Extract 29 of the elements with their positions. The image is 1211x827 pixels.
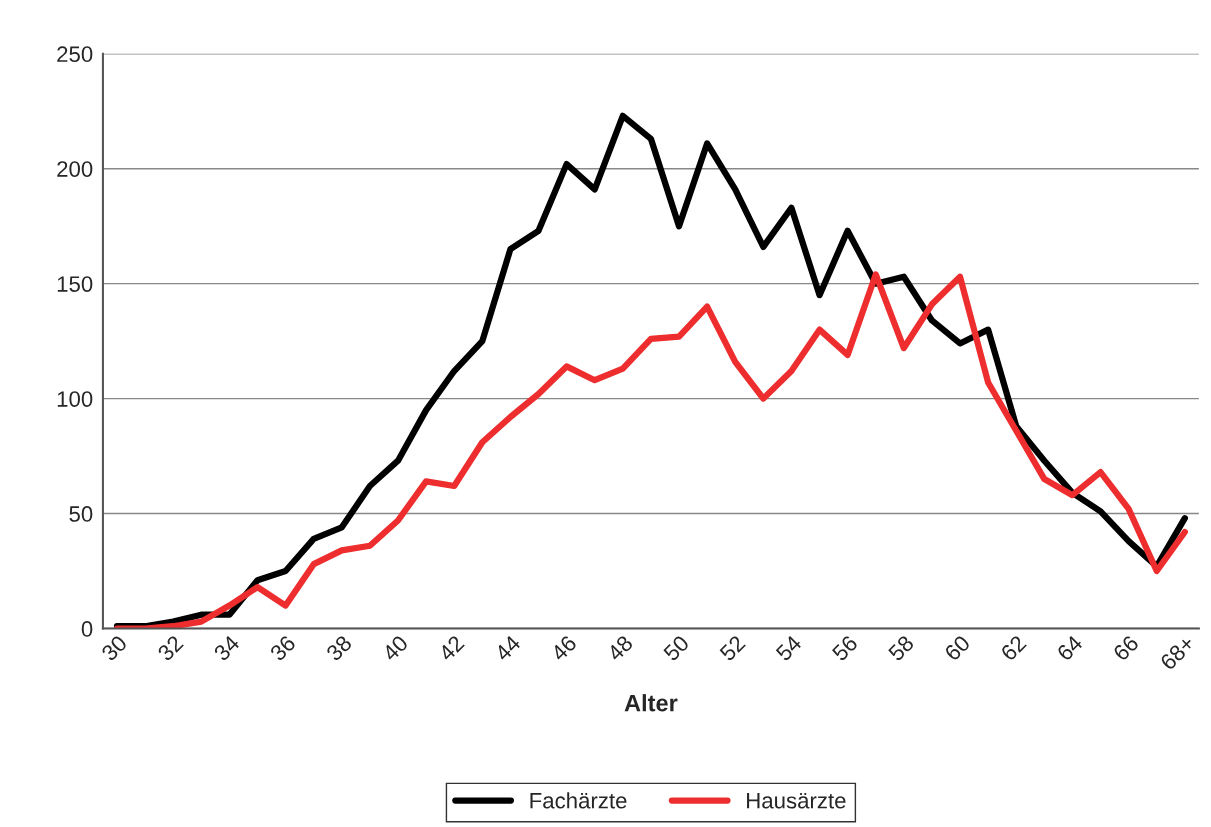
x-tick-label: 52	[718, 634, 746, 662]
x-tick-label: 60	[943, 634, 971, 662]
y-tick-label: 100	[57, 391, 93, 407]
x-tick-label: 64	[1056, 634, 1084, 662]
x-tick-label: 36	[269, 634, 297, 662]
x-tick-label: 40	[381, 634, 409, 663]
x-tick-label: 30	[100, 634, 128, 662]
legend-label: Fachärzte	[530, 792, 627, 809]
x-tick-label: 62	[999, 634, 1027, 662]
x-tick-label: 58	[887, 634, 915, 662]
x-tick-label: 66	[1112, 634, 1140, 662]
x-tick-label: 54	[775, 634, 803, 662]
x-tick-label: 34	[212, 634, 241, 662]
legend-label: Hausärzte	[747, 793, 846, 809]
x-tick-label: 68+	[1159, 634, 1196, 671]
x-tick-label: 42	[437, 634, 465, 662]
x-tick-label: 46	[549, 634, 578, 663]
x-tick-label: 50	[662, 634, 690, 662]
x-tick-label: 38	[325, 634, 353, 662]
y-tick-label: 200	[57, 161, 93, 177]
x-tick-label: 44	[493, 634, 522, 662]
y-tick-label: 50	[69, 506, 93, 522]
y-tick-label: 250	[57, 46, 93, 63]
y-tick-label: 150	[57, 276, 93, 292]
y-tick-label: 0	[81, 621, 93, 637]
x-tick-label: 56	[831, 634, 859, 662]
x-tick-label: 32	[156, 634, 184, 662]
x-tick-label: 48	[606, 634, 634, 663]
x-axis-title: Alter	[624, 694, 678, 712]
